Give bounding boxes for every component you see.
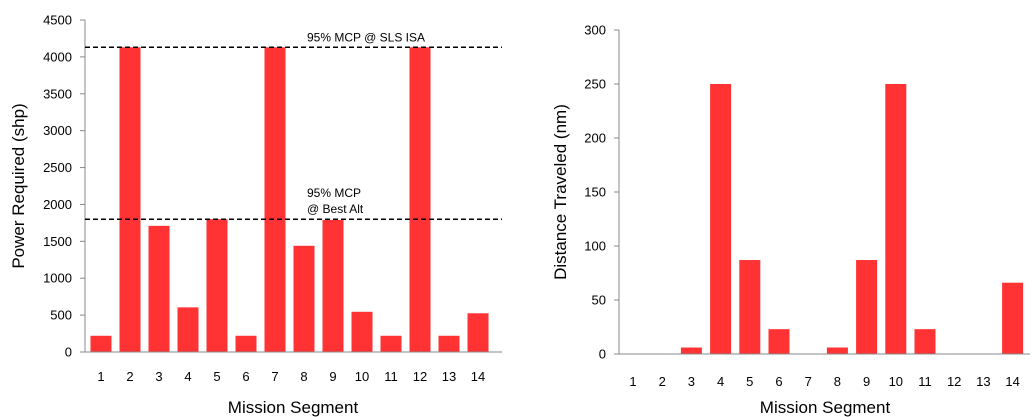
y-tick-label: 300 xyxy=(584,23,606,38)
x-tick-label: 10 xyxy=(889,374,903,389)
x-tick-label: 7 xyxy=(805,374,812,389)
x-tick-label: 9 xyxy=(329,369,336,384)
reference-line-label: @ Best Alt xyxy=(307,202,364,216)
x-tick-label: 7 xyxy=(271,369,278,384)
bar-segment-10 xyxy=(885,84,907,354)
y-tick-label: 2500 xyxy=(43,160,72,175)
bar-segment-9 xyxy=(322,219,344,352)
y-axis-title: Distance Traveled (nm) xyxy=(551,104,570,280)
bar-segment-11 xyxy=(380,335,402,352)
bar-segment-2 xyxy=(119,47,141,352)
x-tick-label: 10 xyxy=(355,369,369,384)
x-tick-label: 12 xyxy=(413,369,427,384)
x-axis-title: Mission Segment xyxy=(228,398,359,417)
y-tick-label: 100 xyxy=(584,239,606,254)
bar-segment-3 xyxy=(680,347,702,354)
reference-line-label: 95% MCP @ SLS ISA xyxy=(307,30,425,44)
bar-segment-9 xyxy=(856,260,878,354)
y-tick-label: 3500 xyxy=(43,86,72,101)
x-tick-label: 9 xyxy=(863,374,870,389)
bar-segment-6 xyxy=(768,329,790,354)
bar-segment-12 xyxy=(409,47,431,352)
y-tick-label: 500 xyxy=(50,308,72,323)
x-tick-label: 1 xyxy=(629,374,636,389)
x-tick-label: 13 xyxy=(976,374,990,389)
y-tick-label: 250 xyxy=(584,77,606,92)
y-tick-label: 0 xyxy=(65,345,72,360)
x-tick-label: 1 xyxy=(97,369,104,384)
y-tick-label: 4000 xyxy=(43,49,72,64)
bar-segment-6 xyxy=(235,335,257,352)
y-tick-label: 3000 xyxy=(43,123,72,138)
bar-segment-4 xyxy=(710,84,732,354)
bar-segment-5 xyxy=(206,219,228,352)
y-axis-title: Power Required (shp) xyxy=(9,103,28,268)
y-tick-label: 0 xyxy=(599,347,606,362)
x-tick-label: 2 xyxy=(126,369,133,384)
bar-segment-13 xyxy=(438,335,460,352)
bar-segment-14 xyxy=(467,313,489,352)
x-tick-label: 8 xyxy=(834,374,841,389)
bar-segment-1 xyxy=(90,335,112,352)
x-tick-label: 5 xyxy=(746,374,753,389)
x-tick-label: 14 xyxy=(471,369,485,384)
bar-segment-10 xyxy=(351,311,373,352)
bar-segment-7 xyxy=(264,47,286,352)
x-tick-label: 2 xyxy=(659,374,666,389)
bar-segment-4 xyxy=(177,307,199,352)
bar-segment-3 xyxy=(148,225,170,352)
x-tick-label: 3 xyxy=(688,374,695,389)
x-tick-label: 12 xyxy=(947,374,961,389)
bar-segment-14 xyxy=(1002,282,1024,354)
x-axis-title: Mission Segment xyxy=(760,398,891,417)
y-tick-label: 1000 xyxy=(43,271,72,286)
x-tick-label: 4 xyxy=(717,374,724,389)
bar-segment-8 xyxy=(293,245,315,352)
bar-segment-11 xyxy=(914,329,936,354)
y-tick-label: 200 xyxy=(584,131,606,146)
x-tick-label: 14 xyxy=(1005,374,1019,389)
x-tick-label: 8 xyxy=(300,369,307,384)
bar-segment-5 xyxy=(739,260,761,354)
y-tick-label: 2000 xyxy=(43,197,72,212)
y-tick-label: 4500 xyxy=(43,13,72,28)
x-tick-label: 13 xyxy=(442,369,456,384)
y-tick-label: 1500 xyxy=(43,234,72,249)
reference-line-label: 95% MCP xyxy=(307,186,361,200)
y-tick-label: 50 xyxy=(592,293,606,308)
x-tick-label: 3 xyxy=(155,369,162,384)
x-tick-label: 6 xyxy=(775,374,782,389)
x-tick-label: 4 xyxy=(184,369,191,384)
x-tick-label: 5 xyxy=(213,369,220,384)
y-tick-label: 150 xyxy=(584,185,606,200)
x-tick-label: 11 xyxy=(918,374,932,389)
bar-segment-8 xyxy=(826,347,848,354)
x-tick-label: 11 xyxy=(384,369,398,384)
x-tick-label: 6 xyxy=(242,369,249,384)
